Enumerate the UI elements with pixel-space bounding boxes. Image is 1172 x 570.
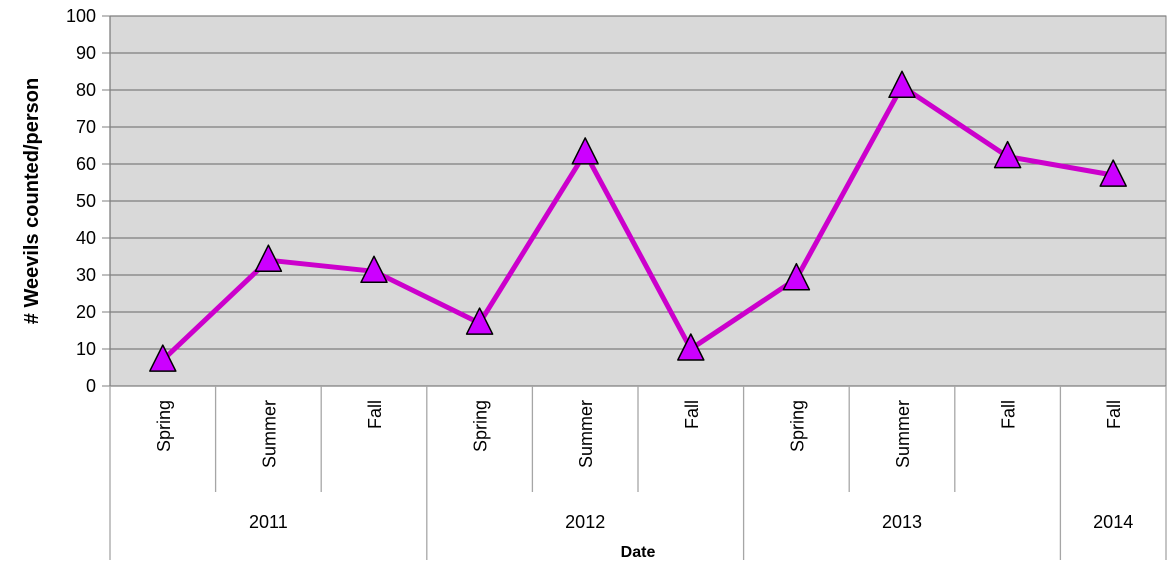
category-label-summer: Summer <box>893 400 913 468</box>
y-tick-label: 90 <box>76 43 96 63</box>
x-axis-title: Date <box>621 544 656 561</box>
y-tick-label: 50 <box>76 191 96 211</box>
y-tick-label: 0 <box>86 376 96 396</box>
category-label-fall: Fall <box>682 400 702 429</box>
data-point-marker <box>782 262 811 291</box>
year-label-2012: 2012 <box>565 512 605 532</box>
y-tick-label: 70 <box>76 117 96 137</box>
category-label-spring: Spring <box>787 400 807 452</box>
y-axis-title: # Weevils counted/person <box>21 78 43 324</box>
y-tick-label: 60 <box>76 154 96 174</box>
data-point-marker <box>360 255 388 284</box>
data-point-marker <box>1099 159 1127 187</box>
y-tick-label: 40 <box>76 228 96 248</box>
category-label-fall: Fall <box>1104 400 1124 429</box>
data-point-marker <box>149 344 177 372</box>
year-label-2013: 2013 <box>882 512 922 532</box>
data-point-marker <box>677 333 705 361</box>
y-tick-label: 10 <box>76 339 96 359</box>
data-point-marker <box>571 137 599 165</box>
category-label-summer: Summer <box>259 400 279 468</box>
y-axis-ticks: 0 10 20 30 40 50 60 70 80 90 100 <box>66 6 96 396</box>
series-line <box>161 83 1114 362</box>
series-layer <box>149 70 1127 372</box>
category-label-spring: Spring <box>154 400 174 452</box>
x-axis: Spring Summer Fall Spring Summer Fall Spring Su… <box>109 386 1167 560</box>
y-tick-label: 100 <box>66 6 96 26</box>
data-point-marker <box>888 70 916 99</box>
y-tick-label: 80 <box>76 80 96 100</box>
data-point-marker <box>993 140 1022 169</box>
y-tick-label: 20 <box>76 302 96 322</box>
year-label-2011: 2011 <box>249 512 288 532</box>
category-label-spring: Spring <box>471 400 491 452</box>
gridlines <box>102 15 1166 387</box>
year-label-2014: 2014 <box>1093 512 1133 532</box>
data-point-marker <box>465 307 494 335</box>
category-label-summer: Summer <box>576 400 596 468</box>
data-point-marker <box>254 244 283 272</box>
category-label-fall: Fall <box>999 400 1019 429</box>
category-label-fall: Fall <box>365 400 385 429</box>
y-tick-label: 30 <box>76 265 96 285</box>
